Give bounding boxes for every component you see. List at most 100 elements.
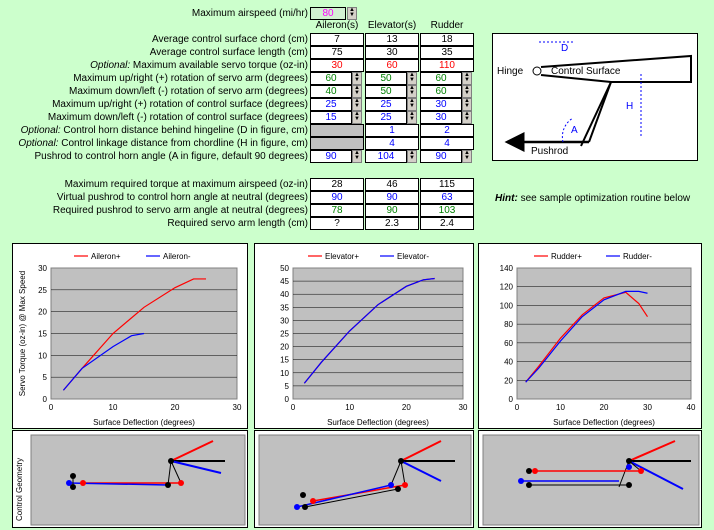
spin-down-icon[interactable]: ▼ [464, 77, 470, 83]
x-tick-label: 20 [600, 403, 609, 412]
value-cell[interactable]: 90 [310, 150, 352, 163]
value-cell[interactable]: 13 [365, 33, 419, 46]
value-spinner[interactable]: ▲ ▼ [462, 98, 472, 111]
value-spinner[interactable]: ▲ ▼ [462, 85, 472, 98]
value-cell[interactable]: 4 [420, 137, 474, 150]
spin-up-icon[interactable]: ▲ [464, 150, 470, 156]
value-cell[interactable]: 25 [365, 111, 407, 124]
spin-up-icon[interactable]: ▲ [349, 7, 355, 13]
airspeed-spinner[interactable]: ▲ ▼ [347, 7, 357, 20]
spin-down-icon[interactable]: ▼ [354, 90, 360, 96]
value-spinner[interactable]: ▲ ▼ [407, 111, 417, 124]
value-cell[interactable]: 30 [365, 46, 419, 59]
spin-up-icon[interactable]: ▲ [354, 98, 360, 104]
spin-down-icon[interactable]: ▼ [464, 103, 470, 109]
value-cell[interactable]: 50 [365, 85, 407, 98]
value-spinner[interactable]: ▲ ▼ [352, 85, 362, 98]
y-tick-label: 20 [504, 376, 513, 385]
value-spinner[interactable]: ▲ ▼ [352, 72, 362, 85]
value-cell[interactable]: 18 [420, 33, 474, 46]
value-cell[interactable]: 7 [310, 33, 364, 46]
value-cell[interactable] [310, 124, 364, 137]
value-spinner[interactable]: ▲ ▼ [352, 150, 362, 163]
spin-down-icon[interactable]: ▼ [354, 116, 360, 122]
value-cell[interactable]: 60 [420, 72, 462, 85]
value-spinner[interactable]: ▲ ▼ [407, 85, 417, 98]
spin-up-icon[interactable]: ▲ [354, 85, 360, 91]
value-spinner[interactable]: ▲ ▼ [462, 150, 472, 163]
spin-down-icon[interactable]: ▼ [464, 155, 470, 161]
value-cell[interactable]: 2 [420, 124, 474, 137]
value-cell[interactable]: 25 [310, 98, 352, 111]
spin-down-icon[interactable]: ▼ [409, 116, 415, 122]
spin-down-icon[interactable]: ▼ [349, 12, 355, 18]
spin-up-icon[interactable]: ▲ [464, 98, 470, 104]
y-tick-label: 60 [504, 339, 513, 348]
value-spinner[interactable]: ▲ ▼ [407, 98, 417, 111]
spin-up-icon[interactable]: ▲ [354, 150, 360, 156]
col-header-elevator: Elevator(s) [367, 20, 417, 31]
row-label-text: Maximum up/right (+) rotation of servo a… [73, 73, 308, 84]
geometry-aileron: Control Geometry [12, 430, 248, 528]
row-label-text: Required servo arm length (cm) [167, 218, 308, 229]
row-label: Average control surface length (cm) [10, 46, 308, 59]
spin-down-icon[interactable]: ▼ [409, 155, 415, 161]
x-tick-label: 10 [345, 403, 354, 412]
spin-up-icon[interactable]: ▲ [464, 111, 470, 117]
value-cell[interactable] [310, 137, 364, 150]
y-tick-label: 10 [280, 369, 289, 378]
value-cell[interactable]: 30 [420, 111, 462, 124]
spin-down-icon[interactable]: ▼ [354, 103, 360, 109]
value-cell[interactable]: 60 [420, 85, 462, 98]
spin-up-icon[interactable]: ▲ [464, 85, 470, 91]
value-spinner[interactable]: ▲ ▼ [407, 72, 417, 85]
value-cell[interactable]: 1 [365, 124, 419, 137]
spin-down-icon[interactable]: ▼ [354, 155, 360, 161]
value-cell[interactable]: 50 [365, 72, 407, 85]
value-cell[interactable]: 15 [310, 111, 352, 124]
spin-down-icon[interactable]: ▼ [464, 116, 470, 122]
value-spinner[interactable]: ▲ ▼ [352, 98, 362, 111]
spin-down-icon[interactable]: ▼ [409, 103, 415, 109]
spin-up-icon[interactable]: ▲ [409, 111, 415, 117]
spin-down-icon[interactable]: ▼ [409, 77, 415, 83]
y-tick-label: 40 [280, 290, 289, 299]
value-cell[interactable]: 60 [310, 72, 352, 85]
value-cell[interactable]: 40 [310, 85, 352, 98]
value-spinner[interactable]: ▲ ▼ [407, 150, 417, 163]
spin-up-icon[interactable]: ▲ [464, 72, 470, 78]
spin-down-icon[interactable]: ▼ [354, 77, 360, 83]
x-axis-label: Surface Deflection (degrees) [327, 418, 429, 427]
value-cell[interactable]: 75 [310, 46, 364, 59]
optional-tag: Optional: [90, 60, 131, 71]
value-spinner[interactable]: ▲ ▼ [462, 111, 472, 124]
spin-up-icon[interactable]: ▲ [409, 98, 415, 104]
value-cell[interactable]: 104 [365, 150, 407, 163]
spin-up-icon[interactable]: ▲ [409, 72, 415, 78]
row-label: Maximum up/right (+) rotation of control… [10, 98, 308, 111]
spin-up-icon[interactable]: ▲ [409, 150, 415, 156]
spin-up-icon[interactable]: ▲ [354, 111, 360, 117]
spin-down-icon[interactable]: ▼ [409, 90, 415, 96]
spin-down-icon[interactable]: ▼ [464, 90, 470, 96]
airspeed-value[interactable]: 80 [310, 7, 346, 20]
optional-tag: Optional: [20, 125, 61, 136]
value-cell[interactable]: 25 [365, 98, 407, 111]
value-cell[interactable]: 4 [365, 137, 419, 150]
y-tick-label: 25 [280, 330, 289, 339]
value-cell[interactable]: 60 [365, 59, 419, 72]
value-cell[interactable]: 35 [420, 46, 474, 59]
x-axis-label: Surface Deflection (degrees) [553, 418, 655, 427]
value-cell[interactable]: 30 [310, 59, 364, 72]
value-spinner[interactable]: ▲ ▼ [462, 72, 472, 85]
y-tick-label: 5 [43, 373, 48, 382]
value-cell[interactable]: 110 [420, 59, 474, 72]
chart-elevator: 0 5 10 15 20 25 30 35 40 45 50 0 10 20 30 Surface Defle… [254, 243, 474, 429]
spin-up-icon[interactable]: ▲ [354, 72, 360, 78]
value-cell[interactable]: 90 [420, 150, 462, 163]
spin-up-icon[interactable]: ▲ [409, 85, 415, 91]
x-tick-label: 30 [643, 403, 652, 412]
value-cell[interactable]: 30 [420, 98, 462, 111]
value-spinner[interactable]: ▲ ▼ [352, 111, 362, 124]
